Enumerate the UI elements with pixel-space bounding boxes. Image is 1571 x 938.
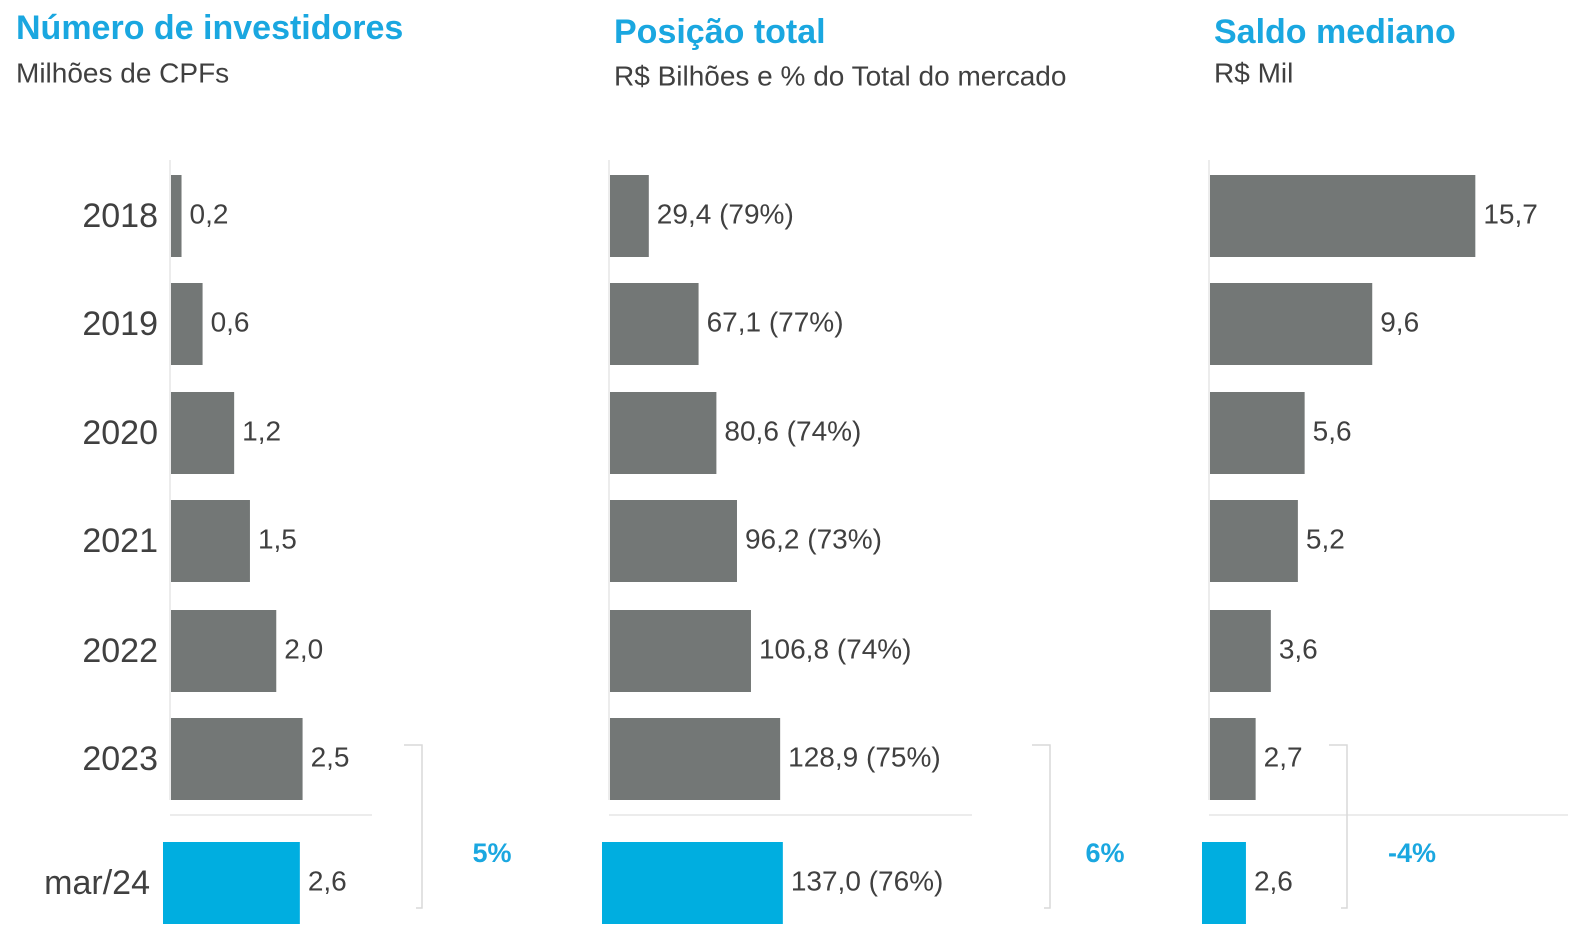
- bar: [610, 718, 781, 800]
- bar: [171, 718, 303, 800]
- change-annotation: 6%: [1085, 838, 1124, 868]
- value-label: 0,6: [211, 306, 250, 337]
- category-label: 2018: [82, 197, 158, 235]
- value-label: 1,5: [258, 523, 297, 554]
- bar: [171, 283, 203, 365]
- value-label: 106,8 (74%): [759, 633, 912, 664]
- bar: [602, 842, 783, 924]
- value-label: 5,2: [1306, 523, 1345, 554]
- panel-title: Número de investidores: [16, 9, 403, 47]
- bar: [1210, 500, 1298, 582]
- value-label: 80,6 (74%): [724, 415, 861, 446]
- bar: [1210, 175, 1476, 257]
- value-label: 15,7: [1483, 198, 1538, 229]
- panel-subtitle: Milhões de CPFs: [16, 57, 229, 88]
- category-label: 2020: [82, 414, 158, 452]
- value-label: 2,5: [311, 741, 350, 772]
- bar: [171, 175, 182, 257]
- bar: [171, 392, 235, 474]
- category-label: 2019: [82, 305, 158, 343]
- bracket: [1329, 744, 1348, 909]
- value-label: 2,6: [308, 865, 347, 896]
- category-label: 2022: [82, 632, 158, 670]
- bar: [163, 842, 300, 924]
- bar: [610, 610, 751, 692]
- value-label: 137,0 (76%): [791, 865, 944, 896]
- bar: [1210, 718, 1256, 800]
- panel-title: Posição total: [614, 13, 826, 51]
- bracket: [404, 744, 423, 909]
- bar: [1210, 610, 1271, 692]
- bar: [610, 392, 717, 474]
- bar: [1210, 392, 1305, 474]
- bar: [610, 500, 737, 582]
- value-label: 2,7: [1264, 741, 1303, 772]
- category-label: 2021: [82, 522, 158, 560]
- value-label: 2,0: [284, 633, 323, 664]
- panel-subtitle: R$ Bilhões e % do Total do mercado: [614, 60, 1066, 91]
- bar: [1202, 842, 1246, 924]
- panel-subtitle: R$ Mil: [1214, 57, 1293, 88]
- value-label: 29,4 (79%): [657, 198, 794, 229]
- value-label: 2,6: [1254, 865, 1293, 896]
- change-annotation: 5%: [472, 838, 511, 868]
- bar: [610, 175, 649, 257]
- change-annotation: -4%: [1388, 838, 1436, 868]
- panel-title: Saldo mediano: [1214, 13, 1456, 51]
- value-label: 5,6: [1313, 415, 1352, 446]
- bracket: [1032, 744, 1051, 909]
- category-label: mar/24: [44, 864, 150, 902]
- value-label: 67,1 (77%): [707, 306, 844, 337]
- value-label: 1,2: [242, 415, 281, 446]
- value-label: 9,6: [1380, 306, 1419, 337]
- bar: [171, 610, 277, 692]
- value-label: 0,2: [190, 198, 229, 229]
- bar: [171, 500, 250, 582]
- bar: [610, 283, 699, 365]
- value-label: 3,6: [1279, 633, 1318, 664]
- category-label: 2023: [82, 740, 158, 778]
- bar: [1210, 283, 1373, 365]
- value-label: 128,9 (75%): [788, 741, 941, 772]
- value-label: 96,2 (73%): [745, 523, 882, 554]
